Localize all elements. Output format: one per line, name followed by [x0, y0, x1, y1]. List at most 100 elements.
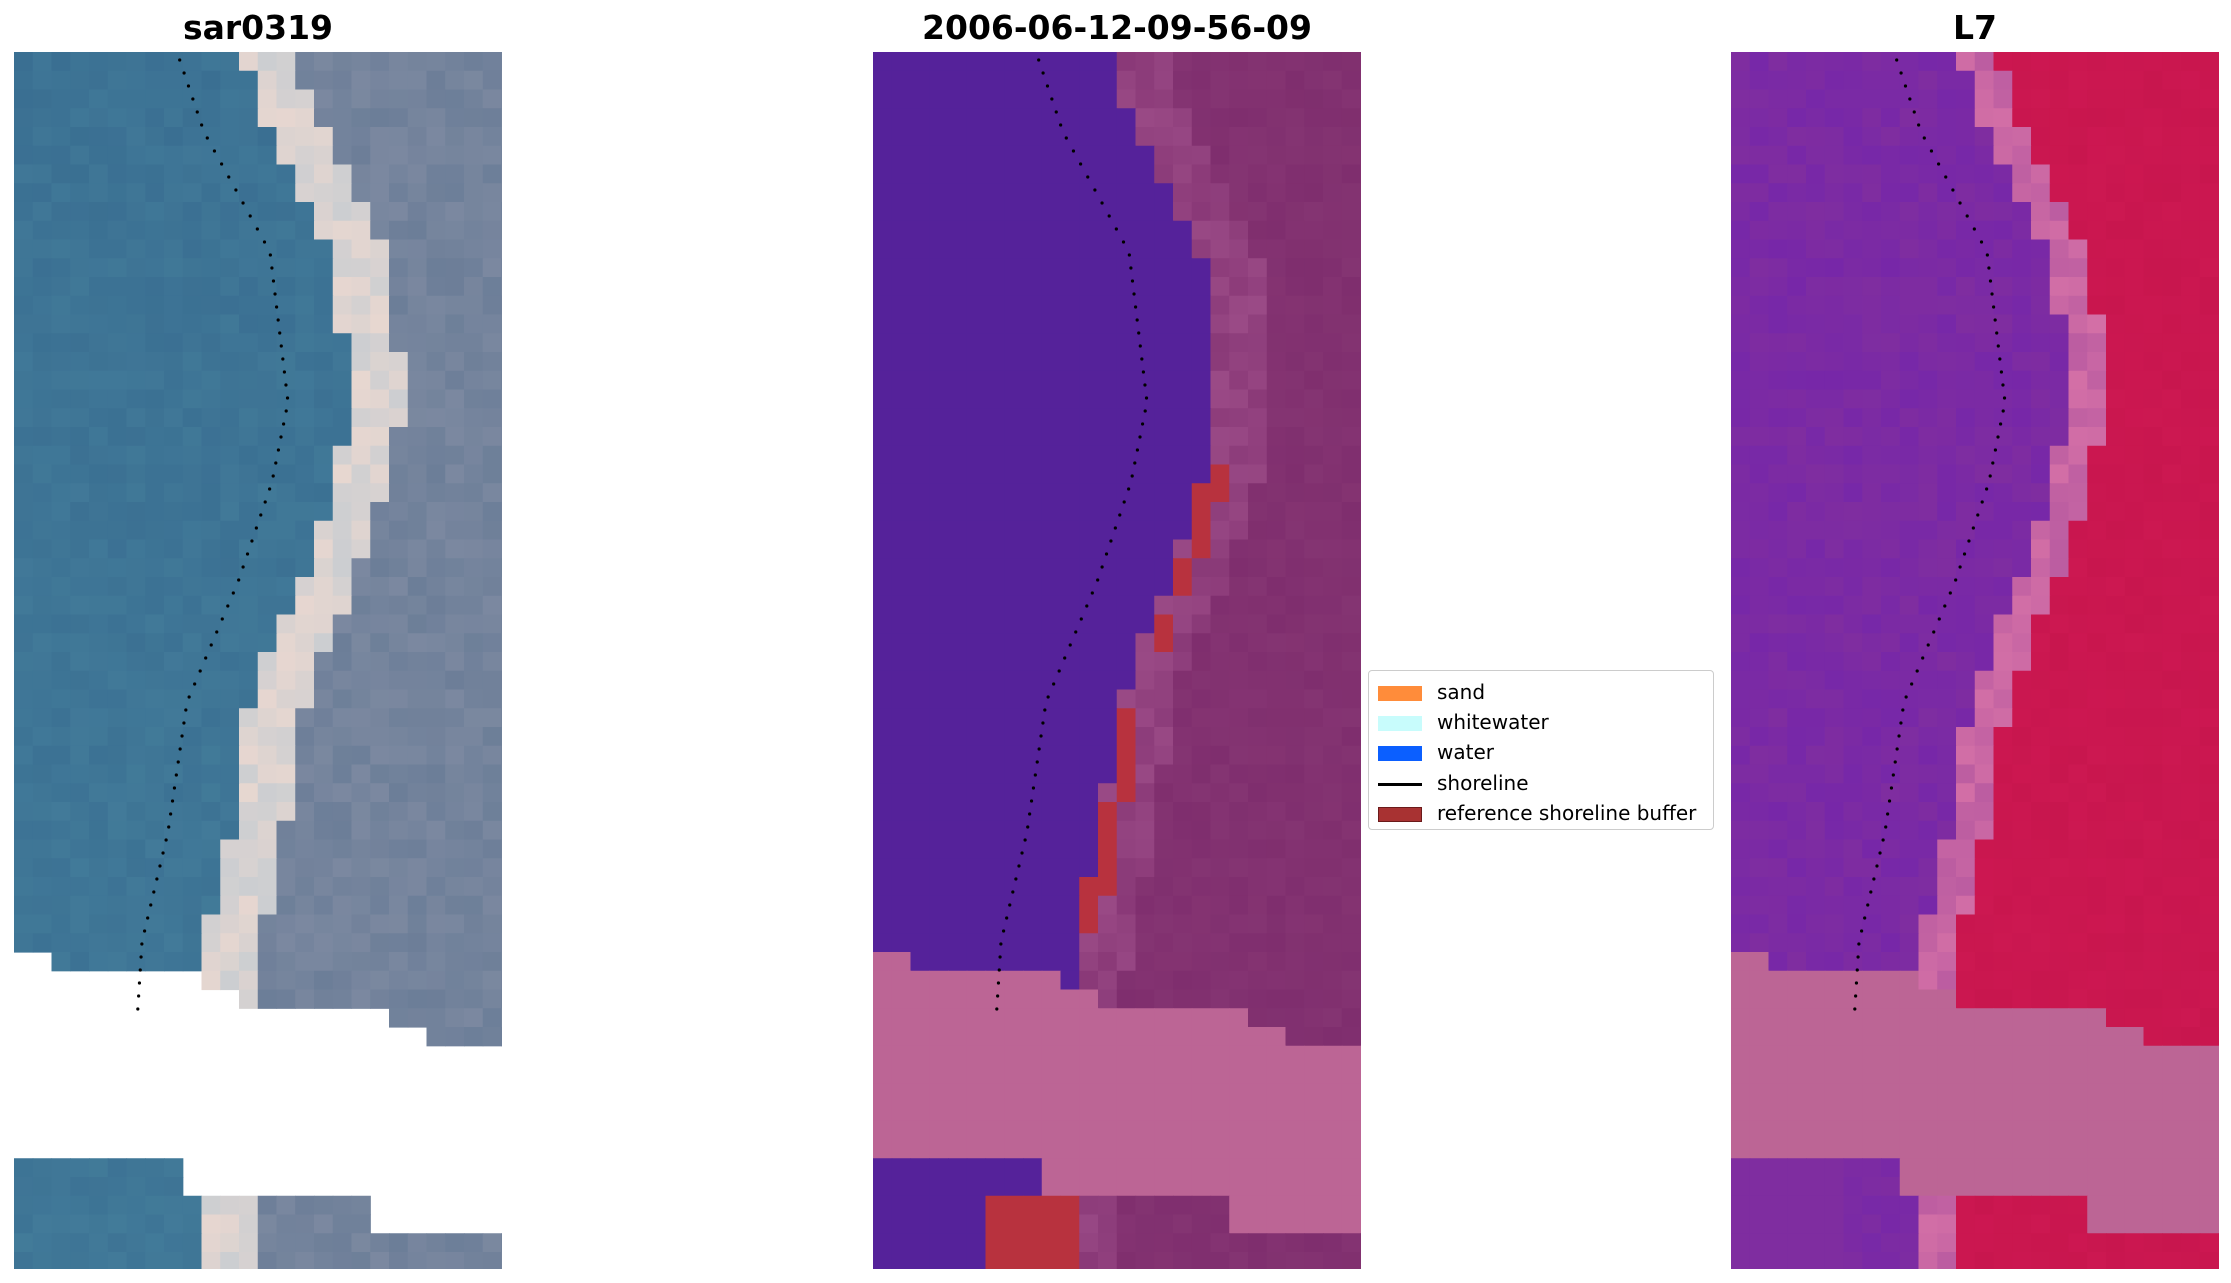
raster-pixel [1806, 1139, 1826, 1159]
raster-pixel [1041, 427, 1062, 447]
raster-pixel [1974, 1102, 1995, 1122]
raster-pixel [1116, 52, 1137, 72]
raster-pixel [2124, 352, 2145, 372]
raster-pixel [2218, 933, 2219, 953]
raster-pixel [1881, 108, 1901, 128]
raster-pixel [314, 1195, 334, 1216]
raster-pixel [891, 539, 912, 559]
raster-pixel [1749, 970, 1770, 991]
raster-pixel [2012, 577, 2032, 597]
raster-pixel [445, 258, 465, 278]
raster-pixel [1993, 502, 2013, 522]
raster-pixel [1266, 127, 1287, 147]
raster-pixel [1341, 820, 1361, 841]
raster-pixel [1210, 52, 1230, 72]
raster-pixel [966, 539, 987, 559]
raster-pixel [1060, 483, 1080, 503]
raster-pixel [873, 577, 893, 597]
raster-pixel [1041, 483, 1062, 503]
raster-pixel [2031, 502, 2051, 522]
raster-pixel [1210, 614, 1230, 634]
raster-pixel [1806, 52, 1826, 72]
raster-pixel [1154, 314, 1174, 334]
raster-pixel [295, 295, 315, 316]
raster-pixel [910, 427, 930, 447]
raster-pixel [966, 1083, 987, 1103]
raster-pixel [929, 970, 949, 991]
raster-pixel [1004, 1027, 1024, 1047]
raster-pixel [257, 352, 278, 372]
raster-pixel [1843, 820, 1863, 841]
raster-pixel [1956, 70, 1976, 91]
raster-pixel [1956, 127, 1976, 147]
raster-pixel [1806, 220, 1826, 241]
raster-pixel [2012, 333, 2032, 353]
raster-pixel [351, 539, 371, 559]
raster-pixel [1173, 164, 1193, 184]
raster-pixel [389, 914, 409, 934]
raster-pixel [351, 370, 371, 391]
raster-pixel [1304, 764, 1324, 784]
shoreline-point [1037, 747, 1041, 751]
raster-pixel [2199, 727, 2219, 747]
raster-pixel [182, 858, 203, 878]
raster-pixel [1060, 202, 1080, 222]
raster-pixel [1956, 614, 1976, 634]
raster-pixel [948, 1008, 968, 1028]
raster-pixel [1191, 727, 1212, 747]
raster-pixel [1116, 1252, 1137, 1269]
raster-pixel [891, 1252, 912, 1269]
raster-pixel [1323, 145, 1343, 166]
raster-pixel [1041, 633, 1062, 653]
raster-pixel [1862, 220, 1882, 241]
raster-pixel [89, 633, 109, 653]
raster-pixel [2218, 877, 2219, 897]
raster-pixel [1824, 333, 1845, 353]
raster-pixel [1229, 558, 1249, 578]
raster-pixel [1899, 952, 1920, 972]
raster-pixel [1824, 408, 1845, 428]
shoreline-point [1017, 864, 1021, 868]
raster-pixel [1079, 202, 1099, 222]
raster-pixel [1341, 520, 1361, 541]
raster-pixel [276, 633, 296, 653]
raster-pixel [1806, 577, 1826, 597]
raster-pixel [70, 164, 90, 184]
raster-pixel [445, 745, 465, 766]
raster-pixel [1956, 727, 1976, 747]
raster-pixel [501, 389, 502, 409]
raster-pixel [2143, 202, 2163, 222]
raster-pixel [1116, 689, 1137, 709]
raster-pixel [1899, 52, 1920, 72]
raster-pixel [2049, 520, 2070, 541]
raster-pixel [220, 333, 240, 353]
raster-pixel [1843, 595, 1863, 616]
raster-pixel [1210, 295, 1230, 316]
shoreline-point [250, 539, 254, 543]
raster-pixel [1304, 52, 1324, 72]
raster-pixel [1843, 577, 1863, 597]
raster-pixel [1098, 652, 1118, 672]
raster-pixel [482, 858, 502, 878]
raster-pixel [220, 464, 240, 484]
raster-pixel [2106, 408, 2126, 428]
raster-pixel [2199, 952, 2219, 972]
raster-pixel [107, 783, 128, 803]
raster-pixel [1004, 539, 1024, 559]
raster-pixel [1266, 577, 1287, 597]
shoreline-point [1113, 526, 1117, 530]
raster-pixel [966, 989, 987, 1009]
raster-pixel [1341, 727, 1361, 747]
raster-pixel [985, 539, 1005, 559]
raster-pixel [2087, 1008, 2107, 1028]
raster-pixel [1116, 89, 1137, 109]
raster-pixel [201, 820, 221, 841]
raster-pixel [1173, 539, 1193, 559]
raster-pixel [314, 108, 334, 128]
raster-pixel [1304, 895, 1324, 916]
shoreline-point [215, 630, 219, 634]
raster-pixel [220, 820, 240, 841]
raster-pixel [2049, 314, 2070, 334]
raster-pixel [70, 652, 90, 672]
raster-pixel [2049, 952, 2070, 972]
